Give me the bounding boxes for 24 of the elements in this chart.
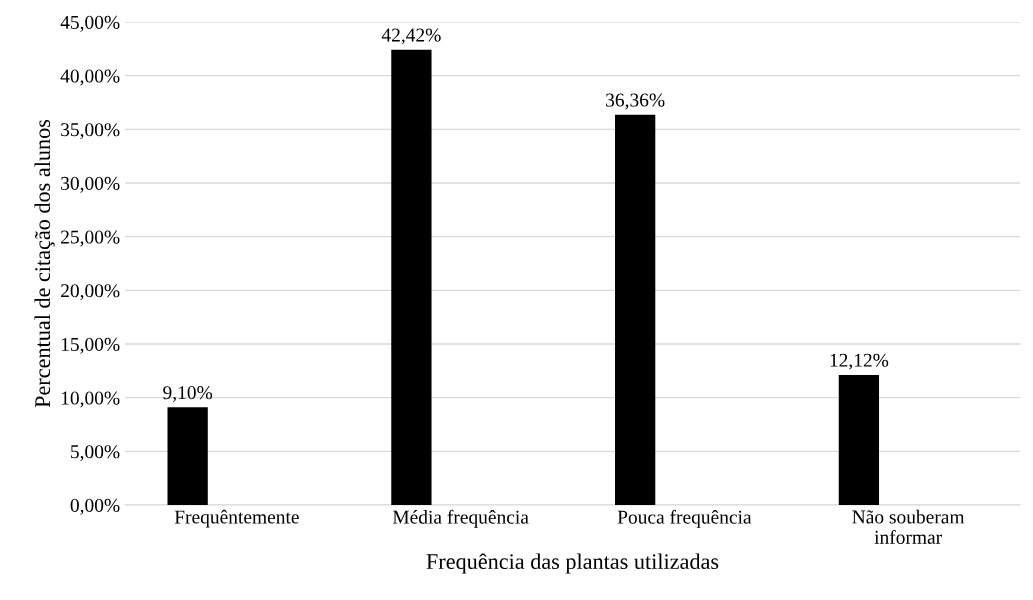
y-tick-label: 25,00% — [61, 230, 120, 247]
bar — [615, 114, 656, 505]
y-tick-label: 0,00% — [70, 498, 120, 515]
data-label: 36,36% — [606, 93, 665, 110]
y-axis-title: Percentual de citação dos alunos — [34, 119, 55, 408]
x-tick-label: Frequêntemente — [174, 509, 299, 528]
data-label: 9,10% — [163, 386, 213, 403]
y-tick-label: 30,00% — [61, 176, 120, 193]
y-tick-label: 35,00% — [61, 123, 120, 140]
y-tick-label: 10,00% — [61, 391, 120, 408]
bar — [838, 374, 880, 505]
x-axis-title: Frequência das plantas utilizadas — [426, 553, 719, 574]
y-tick-label: 5,00% — [71, 445, 120, 462]
bar — [391, 49, 432, 505]
y-tick-label: 15,00% — [61, 337, 120, 354]
x-tick-label: Média frequência — [392, 509, 529, 528]
y-tick-label: 40,00% — [60, 69, 120, 86]
x-tick-label: Não souberam informar — [852, 509, 965, 544]
data-label: 12,12% — [830, 353, 889, 370]
y-tick-label: 20,00% — [61, 284, 120, 301]
y-tick-label: 45,00% — [60, 15, 120, 32]
bar — [167, 407, 208, 505]
data-label: 42,42% — [381, 28, 441, 45]
x-tick-label: Pouca frequência — [617, 509, 752, 528]
